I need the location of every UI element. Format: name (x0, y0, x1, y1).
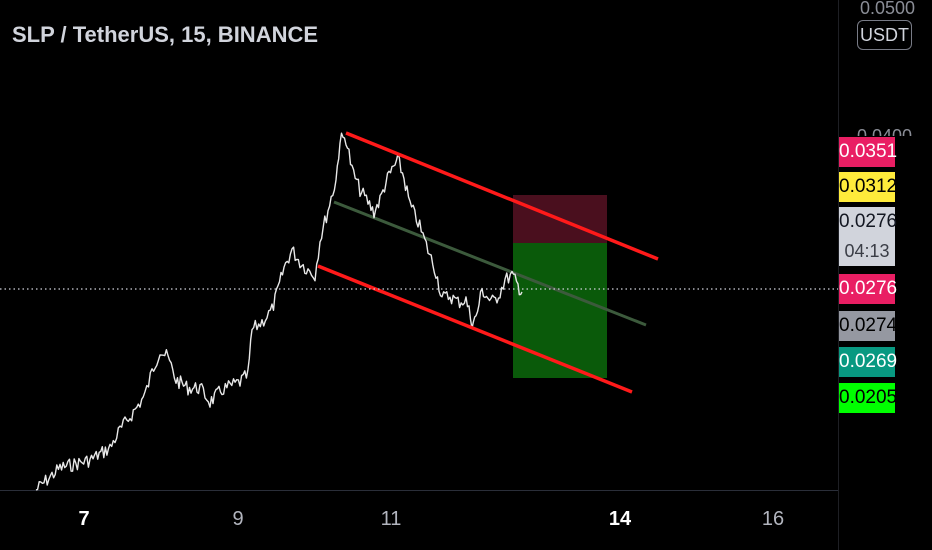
time-tick: 11 (380, 508, 402, 530)
price-axis-top-label: 0.0500 (860, 0, 916, 14)
symbol-title[interactable]: SLP / TetherUS, 15, BINANCE (12, 22, 319, 47)
price-label-target: 0.0205 (839, 383, 897, 413)
price-label-stop: 0.0351 (839, 137, 897, 167)
bar-countdown: 04:13 (839, 236, 895, 266)
channel-midline[interactable] (333, 200, 647, 327)
price-label-entry: 0.0312 (839, 172, 897, 202)
price-label-channel-low: 0.0269 (839, 347, 897, 377)
price-line (35, 132, 523, 491)
channel-upper-line[interactable] (345, 131, 659, 261)
take-profit-zone[interactable] (513, 243, 607, 378)
time-tick: 16 (761, 508, 785, 530)
time-tick: 7 (78, 508, 90, 530)
time-tick: 14 (608, 508, 632, 530)
channel-lower-line[interactable] (317, 264, 633, 394)
currency-button[interactable]: USDT (857, 20, 912, 50)
price-label-midline: 0.0274 (839, 311, 897, 341)
price-axis-partially-hidden-label: 0.0400 (857, 126, 913, 136)
price-label-last: 0.0276 (839, 207, 897, 237)
time-tick: 9 (232, 508, 244, 530)
price-label-current: 0.0276 (839, 274, 897, 304)
